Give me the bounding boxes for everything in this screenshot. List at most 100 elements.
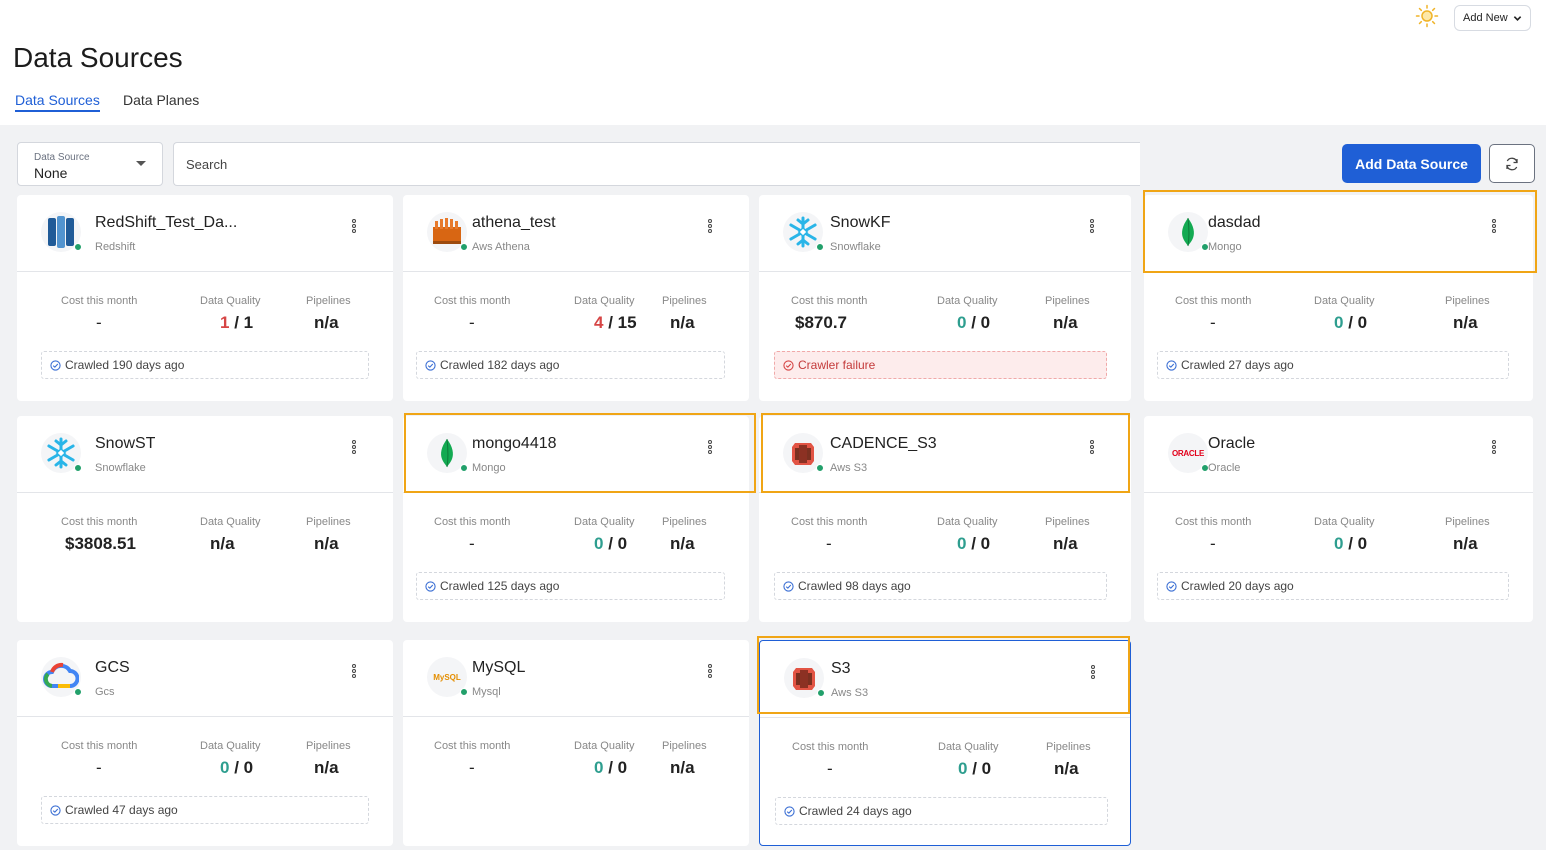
data-source-card[interactable]: ORACLE Oracle Oracle Cost this month Data Qu…	[1144, 416, 1533, 622]
data-source-card[interactable]: SnowKF Snowflake Cost this month Data Quali…	[759, 195, 1131, 401]
data-source-filter-value: None	[34, 165, 68, 181]
cost-label: Cost this month	[61, 740, 138, 752]
data-source-name[interactable]: SnowKF	[830, 214, 891, 231]
crawl-status: Crawled 47 days ago	[41, 796, 369, 824]
data-source-name[interactable]: dasdad	[1208, 214, 1261, 231]
data-source-name[interactable]: athena_test	[472, 214, 556, 231]
cost-value: $870.7	[795, 313, 847, 332]
more-options-icon[interactable]	[1491, 219, 1497, 235]
data-source-card[interactable]: mongo4418 Mongo Cost this month Data Qualit…	[403, 416, 749, 622]
data-source-card[interactable]: CADENCE_S3 Aws S3 Cost this month Data Qual…	[759, 416, 1131, 622]
add-new-button[interactable]: Add New	[1454, 5, 1531, 31]
crawl-icon	[1166, 359, 1177, 371]
data-source-type: Mongo	[1208, 241, 1242, 253]
pipelines-label: Pipelines	[306, 516, 351, 528]
tab-data-planes[interactable]: Data Planes	[123, 92, 200, 108]
data-source-name[interactable]: SnowST	[95, 435, 156, 452]
data-source-name[interactable]: mongo4418	[472, 435, 557, 452]
add-new-label: Add New	[1463, 12, 1508, 24]
data-quality-passed: 0	[594, 758, 604, 777]
status-dot	[816, 243, 824, 251]
data-source-name[interactable]: S3	[831, 660, 851, 677]
data-quality-label: Data Quality	[574, 516, 635, 528]
crawl-status-text: Crawled 20 days ago	[1181, 579, 1294, 593]
error-icon	[783, 359, 794, 371]
more-options-icon[interactable]	[1089, 219, 1095, 235]
more-options-icon[interactable]	[707, 440, 713, 456]
status-dot	[74, 243, 82, 251]
data-source-card[interactable]: MySQL MySQL Mysql Cost this month Data Quali…	[403, 640, 749, 846]
search-input[interactable]	[173, 142, 1140, 186]
data-source-name[interactable]: CADENCE_S3	[830, 435, 937, 452]
cost-label: Cost this month	[792, 741, 869, 753]
crawl-status-text: Crawled 125 days ago	[440, 579, 560, 593]
data-quality-label: Data Quality	[938, 741, 999, 753]
status-dot	[1201, 243, 1209, 251]
data-quality-value: 0 / 0	[1334, 534, 1367, 554]
caret-down-icon	[136, 161, 146, 166]
sun-icon[interactable]	[1415, 4, 1439, 28]
crawl-status-text: Crawled 98 days ago	[798, 579, 911, 593]
cost-value: -	[469, 313, 475, 332]
tab-data-sources[interactable]: Data Sources	[15, 92, 100, 112]
pipelines-label: Pipelines	[662, 740, 707, 752]
more-options-icon[interactable]	[351, 440, 357, 456]
data-source-type: Mongo	[472, 462, 506, 474]
data-source-name[interactable]: MySQL	[472, 659, 526, 676]
data-quality-label: Data Quality	[200, 740, 261, 752]
data-quality-value: 0 / 0	[594, 534, 627, 554]
more-options-icon[interactable]	[351, 219, 357, 235]
refresh-button[interactable]	[1489, 144, 1535, 183]
status-dot	[74, 464, 82, 472]
crawl-status: Crawled 20 days ago	[1157, 572, 1509, 600]
pipelines-value: n/a	[670, 758, 695, 777]
crawl-icon	[784, 805, 795, 817]
more-options-icon[interactable]	[1491, 440, 1497, 456]
data-quality-passed: 0	[957, 313, 967, 332]
more-options-icon[interactable]	[351, 664, 357, 680]
data-source-filter-label: Data Source	[34, 152, 90, 163]
data-source-card[interactable]: GCS Gcs Cost this month Data Quality Pipelin…	[17, 640, 393, 846]
data-quality-label: Data Quality	[1314, 516, 1375, 528]
pipelines-label: Pipelines	[1045, 516, 1090, 528]
add-data-source-button[interactable]: Add Data Source	[1342, 144, 1481, 183]
crawl-status: Crawled 182 days ago	[416, 351, 725, 379]
pipelines-value: n/a	[1453, 313, 1478, 332]
status-dot	[1201, 464, 1209, 472]
data-source-card[interactable]: S3 Aws S3 Cost this month Data Quality Pipel…	[759, 640, 1131, 846]
crawl-status-text: Crawled 47 days ago	[65, 803, 178, 817]
data-quality-total: / 0	[971, 534, 991, 553]
more-options-icon[interactable]	[1090, 665, 1096, 681]
refresh-icon	[1506, 157, 1518, 170]
crawl-icon	[425, 580, 436, 592]
pipelines-label: Pipelines	[1046, 741, 1091, 753]
pipelines-value: n/a	[1053, 534, 1078, 553]
data-source-card[interactable]: athena_test Aws Athena Cost this month Data…	[403, 195, 749, 401]
data-source-card[interactable]: SnowST Snowflake Cost this month Data Quali…	[17, 416, 393, 622]
cost-value: -	[469, 534, 475, 553]
card-header: dasdad Mongo	[1144, 195, 1533, 272]
pipelines-value: n/a	[314, 758, 339, 777]
data-quality-passed: 0	[594, 534, 604, 553]
top-bar: Add New	[0, 0, 1546, 40]
data-source-card[interactable]: RedShift_Test_Da... Redshift Cost this mon…	[17, 195, 393, 401]
more-options-icon[interactable]	[707, 219, 713, 235]
data-quality-total: / 0	[1348, 534, 1368, 553]
data-quality-label: Data Quality	[574, 295, 635, 307]
data-quality-label: Data Quality	[937, 295, 998, 307]
data-quality-total: / 0	[608, 534, 628, 553]
data-source-name[interactable]: Oracle	[1208, 435, 1256, 452]
data-source-filter[interactable]: Data Source None	[17, 142, 163, 186]
data-quality-passed: 4	[594, 313, 604, 332]
data-source-card[interactable]: dasdad Mongo Cost this month Data Quality Pi…	[1144, 195, 1533, 401]
cost-value: -	[1210, 534, 1216, 553]
more-options-icon[interactable]	[707, 664, 713, 680]
data-quality-passed: 0	[957, 534, 967, 553]
cost-value: -	[826, 534, 832, 553]
data-source-name[interactable]: GCS	[95, 659, 130, 676]
cost-value: $3808.51	[65, 534, 136, 553]
data-source-name[interactable]: RedShift_Test_Da...	[95, 214, 238, 231]
data-quality-label: Data Quality	[574, 740, 635, 752]
cost-label: Cost this month	[61, 516, 138, 528]
more-options-icon[interactable]	[1089, 440, 1095, 456]
